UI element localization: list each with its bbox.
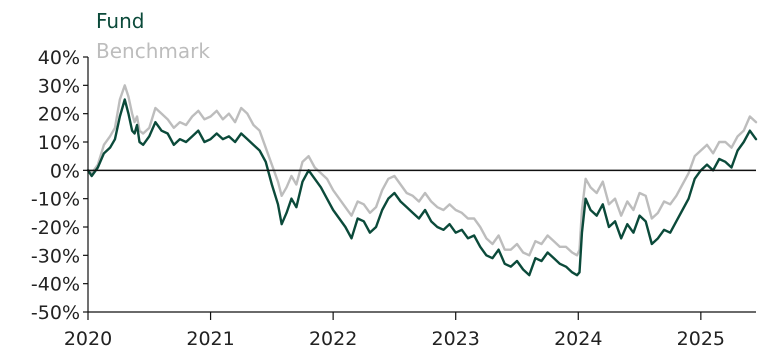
x-tick-label: 2021 bbox=[186, 328, 234, 350]
y-tick-label: -40% bbox=[31, 274, 80, 296]
legend: Fund Benchmark bbox=[96, 9, 210, 63]
x-tick-label: 2022 bbox=[309, 328, 357, 350]
series-line-benchmark bbox=[86, 84, 758, 257]
series-group bbox=[86, 84, 758, 277]
y-tick-label: -30% bbox=[31, 245, 80, 267]
y-tick-label: 0% bbox=[50, 160, 80, 182]
x-tick-label: 2020 bbox=[64, 328, 112, 350]
x-tick-label: 2023 bbox=[432, 328, 480, 350]
x-tick-label: 2025 bbox=[677, 328, 725, 350]
series-line-fund bbox=[86, 98, 758, 277]
y-tick-label: -50% bbox=[31, 302, 80, 324]
y-tick-label: 30% bbox=[38, 75, 80, 97]
legend-entry-benchmark: Benchmark bbox=[96, 39, 210, 63]
legend-entry-fund: Fund bbox=[96, 9, 144, 33]
y-axis: 40% 30% 20% 10% 0% -10% -20% -30% -40% -50% bbox=[31, 47, 89, 324]
y-tick-label: -20% bbox=[31, 217, 80, 239]
y-tick-label: 40% bbox=[38, 47, 80, 69]
y-tick-label: 10% bbox=[38, 132, 80, 154]
y-tick-label: 20% bbox=[38, 104, 80, 126]
x-tick-label: 2024 bbox=[554, 328, 602, 350]
x-axis: 2020 2021 2022 2023 2024 2025 bbox=[64, 311, 756, 350]
y-tick-label: -10% bbox=[31, 189, 80, 211]
